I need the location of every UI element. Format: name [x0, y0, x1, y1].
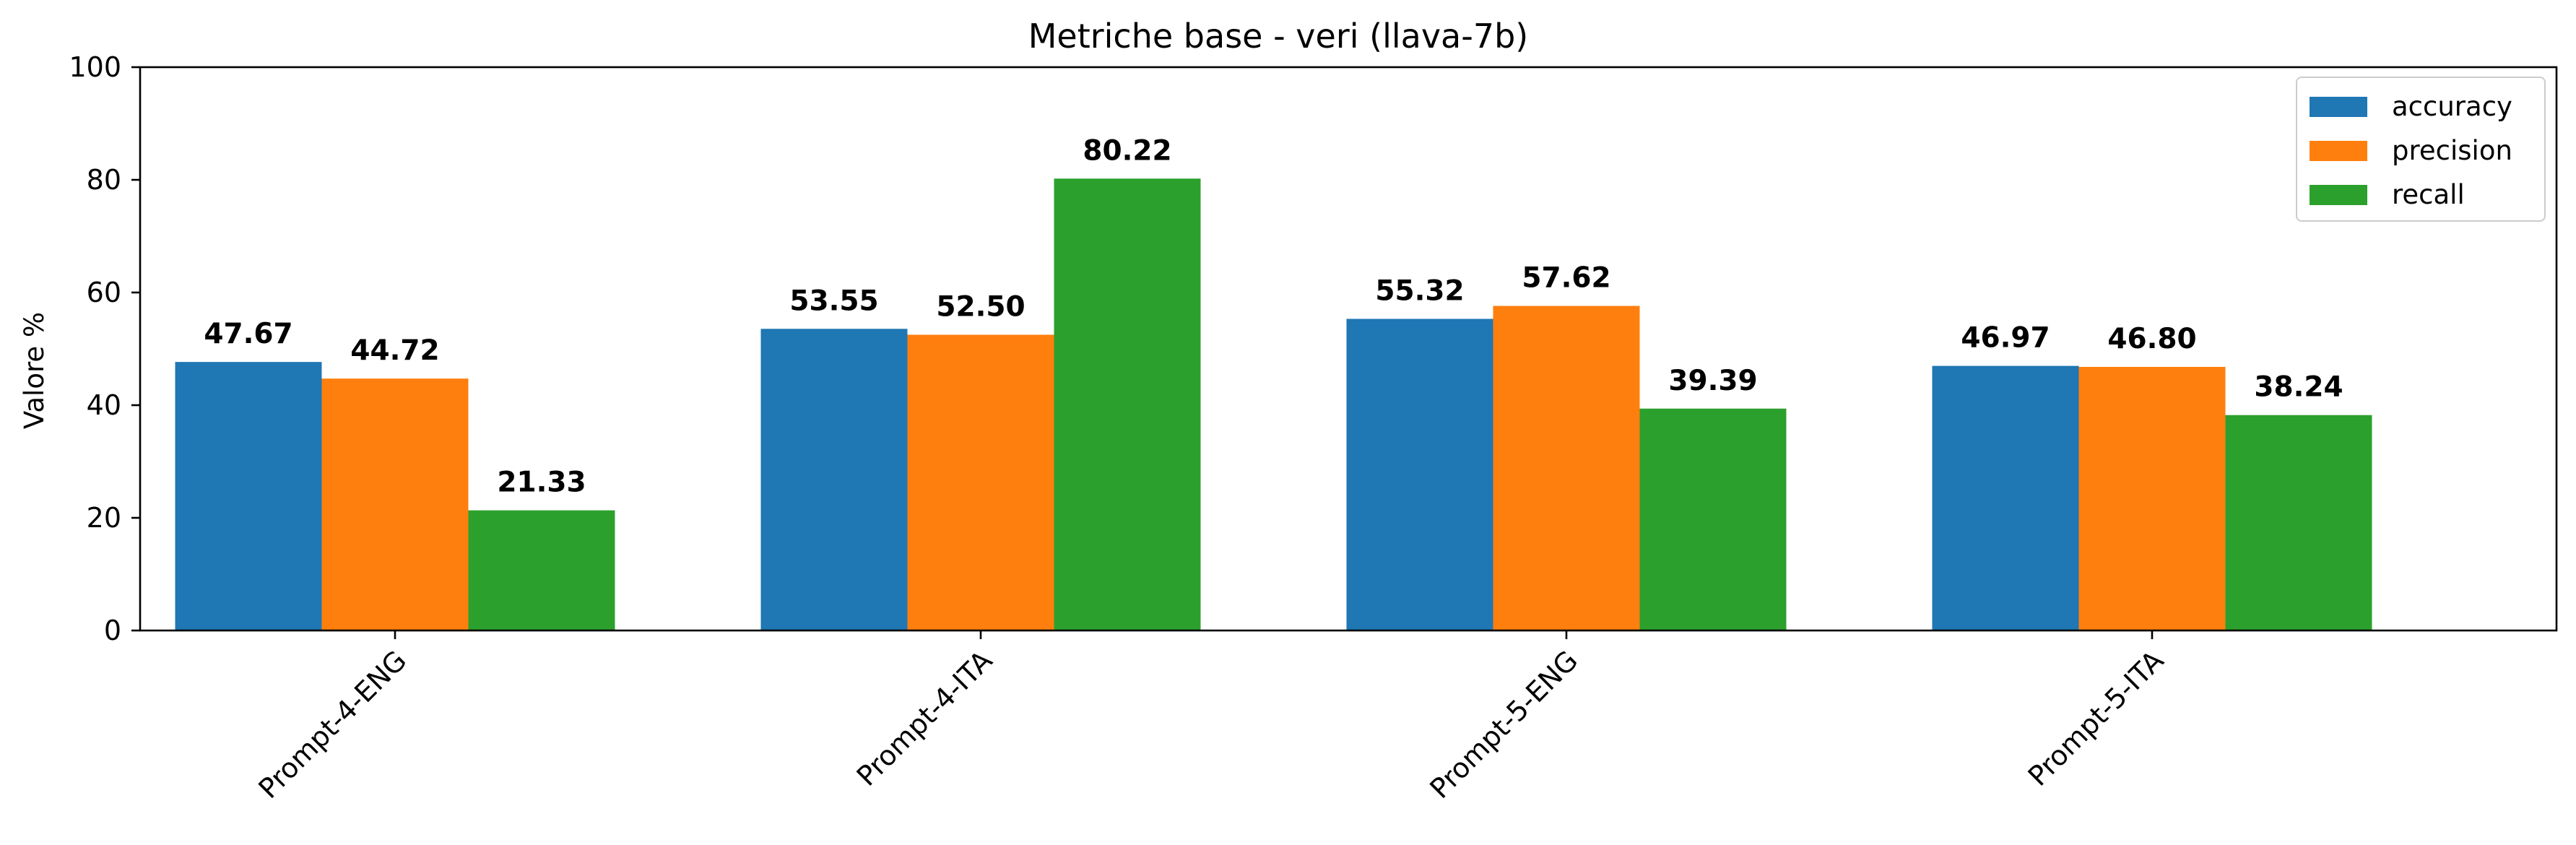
bar-precision-2	[1493, 306, 1640, 630]
y-tick-label-2: 40	[87, 389, 121, 421]
bar-recall-0	[468, 510, 615, 630]
value-label-precision-2: 57.62	[1522, 262, 1610, 295]
bars-group	[175, 178, 2372, 630]
legend-swatch-accuracy	[2310, 97, 2367, 117]
bar-accuracy-0	[175, 362, 322, 630]
value-label-recall-2: 39.39	[1668, 365, 1757, 397]
value-label-recall-1: 80.22	[1083, 134, 1171, 167]
value-label-precision-0: 44.72	[350, 334, 439, 367]
value-labels-group: 47.67 53.55 55.32 46.97 44.72 52.50 57.62 46.80…	[204, 134, 2343, 498]
y-axis-ticks: 0 20 40 60 80 100	[69, 51, 140, 646]
value-label-recall-3: 38.24	[2254, 371, 2343, 404]
legend-label-recall: recall	[2392, 179, 2465, 210]
y-tick-label-4: 80	[87, 164, 121, 196]
chart-title: Metriche base - veri (llava-7b)	[1028, 17, 1529, 56]
y-tick-label-3: 60	[87, 277, 121, 308]
legend-swatch-recall	[2310, 185, 2367, 205]
bar-recall-3	[2225, 415, 2372, 630]
bar-accuracy-2	[1346, 318, 1493, 630]
legend-label-accuracy: accuracy	[2392, 91, 2512, 122]
bar-accuracy-3	[1932, 365, 2079, 630]
y-tick-label-1: 20	[87, 502, 121, 534]
y-tick-label-0: 0	[104, 615, 121, 646]
legend-swatch-precision	[2310, 141, 2367, 161]
value-label-precision-3: 46.80	[2107, 323, 2196, 355]
value-label-precision-1: 52.50	[936, 291, 1025, 324]
legend-label-precision: precision	[2392, 135, 2512, 166]
y-tick-label-5: 100	[69, 51, 121, 83]
bar-accuracy-1	[760, 329, 908, 630]
bar-precision-0	[321, 378, 469, 630]
bar-recall-1	[1054, 178, 1201, 630]
value-label-accuracy-1: 53.55	[789, 285, 878, 317]
y-axis-label: Valore %	[19, 312, 50, 429]
bar-precision-3	[2078, 366, 2226, 630]
value-label-recall-0: 21.33	[497, 467, 586, 499]
bar-recall-2	[1639, 408, 1787, 630]
legend: accuracy precision recall	[2296, 77, 2546, 222]
value-label-accuracy-2: 55.32	[1375, 275, 1464, 308]
value-label-accuracy-0: 47.67	[204, 318, 292, 350]
bar-precision-1	[907, 334, 1054, 630]
value-label-accuracy-3: 46.97	[1961, 322, 2050, 355]
plot-area-frame	[139, 66, 2558, 632]
